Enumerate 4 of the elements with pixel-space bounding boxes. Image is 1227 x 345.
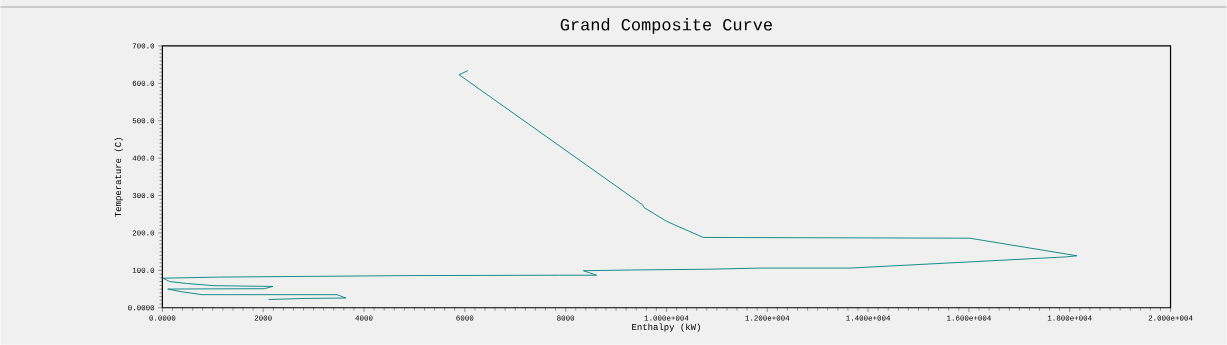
x-axis-title: Enthalpy (kW) bbox=[632, 323, 700, 332]
y-axis-title: Temperature (C) bbox=[114, 138, 123, 217]
line-series bbox=[162, 70, 1078, 301]
chart-title: Grand Composite Curve bbox=[560, 18, 772, 34]
